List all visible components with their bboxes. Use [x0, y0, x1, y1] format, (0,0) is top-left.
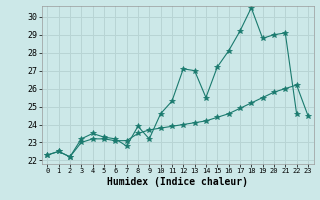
X-axis label: Humidex (Indice chaleur): Humidex (Indice chaleur) [107, 177, 248, 187]
